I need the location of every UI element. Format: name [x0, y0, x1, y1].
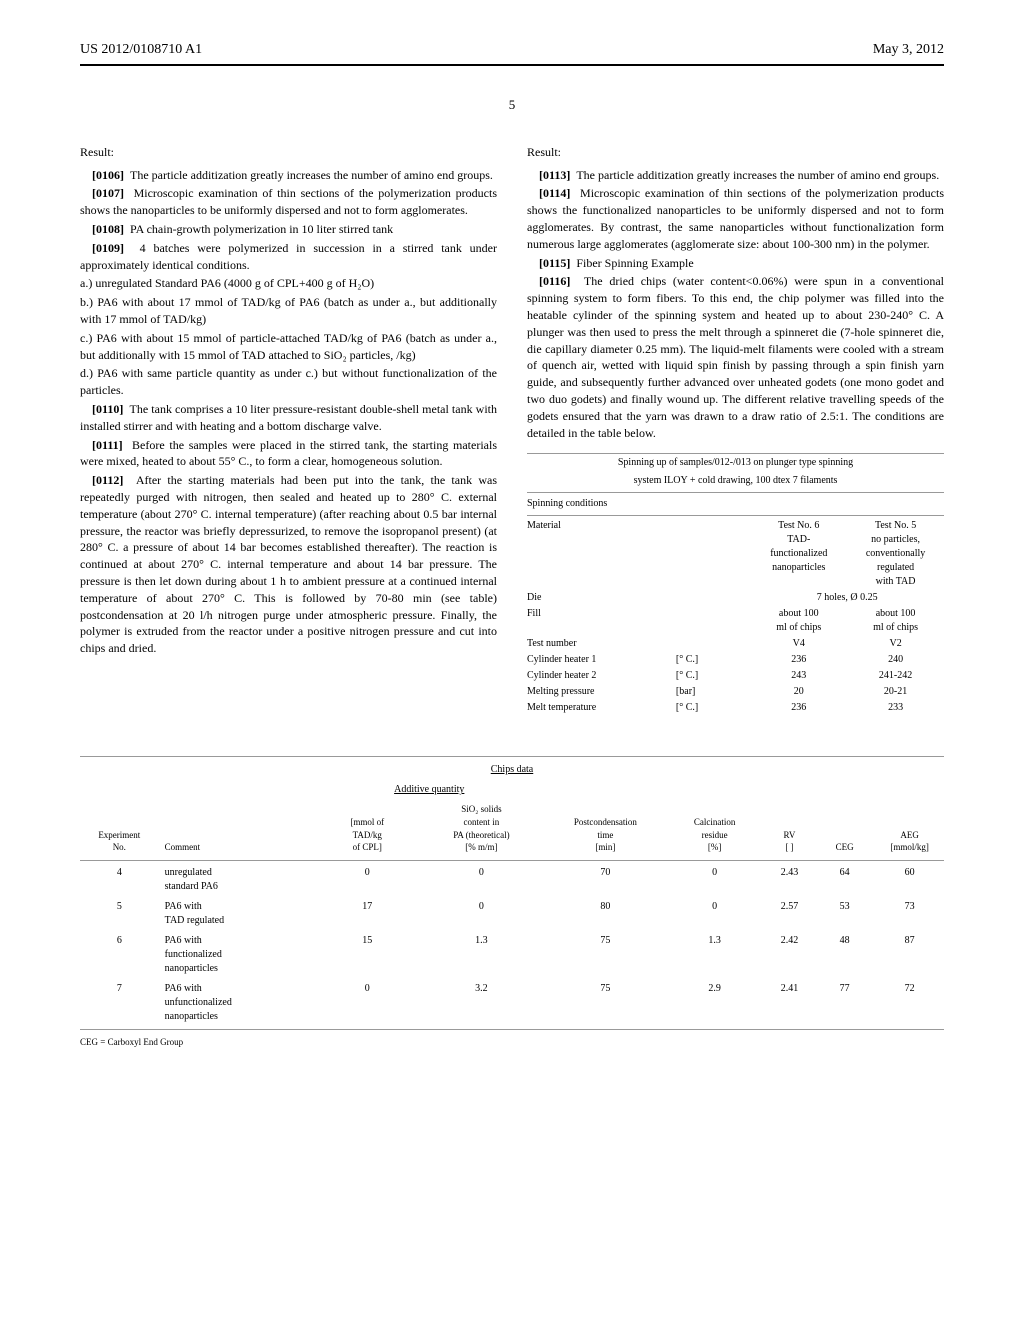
chips-header: AEG [mmol/kg]: [875, 829, 944, 854]
fill-col1: about 100 ml of chips: [750, 607, 847, 635]
spinning-data-row: Melt temperature [° C.] 236 233: [527, 700, 944, 716]
para-text: Microscopic examination of thin sections…: [527, 186, 944, 250]
para-text: The particle additization greatly increa…: [130, 168, 493, 182]
chips-data-row: 5 PA6 with TAD regulated 17 0 80 0 2.57 …: [80, 897, 944, 931]
chips-table: Chips data Additive quantity Experiment …: [80, 756, 944, 1048]
para-num: [0109]: [92, 241, 124, 255]
spinning-title-1: Spinning up of samples/012-/013 on plung…: [527, 456, 944, 470]
para-num: [0116]: [539, 274, 570, 288]
spinning-section: Spinning conditions: [527, 495, 944, 513]
para-0113: [0113] The particle additization greatly…: [527, 167, 944, 184]
para-num: [0110]: [92, 402, 123, 416]
page-number: 5: [80, 96, 944, 114]
para-0110: [0110] The tank comprises a 10 liter pre…: [80, 401, 497, 435]
batch-b: b.) PA6 with about 17 mmol of TAD/kg of …: [80, 294, 497, 328]
para-text: 4 batches were polymerized in succession…: [80, 241, 497, 272]
para-num: [0111]: [92, 438, 123, 452]
para-0114: [0114] Microscopic examination of thin s…: [527, 185, 944, 252]
chips-header: SiO₂ solids content in PA (theoretical) …: [422, 803, 540, 853]
para-text: Microscopic examination of thin sections…: [80, 186, 497, 217]
chips-data-row: 7 PA6 with unfunctionalized nanoparticle…: [80, 979, 944, 1027]
spinning-data-row: Cylinder heater 2 [° C.] 243 241-242: [527, 668, 944, 684]
chips-data-row: 6 PA6 with functionalized nanoparticles …: [80, 931, 944, 979]
para-0111: [0111] Before the samples were placed in…: [80, 437, 497, 471]
header-left: US 2012/0108710 A1: [80, 40, 202, 60]
para-text: Before the samples were placed in the st…: [80, 438, 497, 469]
para-text: The tank comprises a 10 liter pressure-r…: [80, 402, 497, 433]
die-value: 7 holes, Ø 0.25: [750, 591, 944, 605]
para-0116: [0116] The dried chips (water content<0.…: [527, 273, 944, 441]
spinning-data-row: Test number V4 V2: [527, 636, 944, 652]
batch-c: c.) PA6 with about 15 mmol of particle-a…: [80, 330, 497, 364]
spinning-col1: Test No. 6 TAD- functionalized nanoparti…: [750, 519, 847, 589]
spinning-die-row: Die 7 holes, Ø 0.25: [527, 590, 944, 606]
para-0112: [0112] After the starting materials had …: [80, 472, 497, 657]
para-0115: [0115] Fiber Spinning Example: [527, 255, 944, 272]
page-header: US 2012/0108710 A1 May 3, 2012: [80, 40, 944, 60]
para-num: [0106]: [92, 168, 124, 182]
para-text: The dried chips (water content<0.06%) we…: [527, 274, 944, 439]
chips-header: Postcondensation time [min]: [546, 816, 664, 854]
para-num: [0114]: [539, 186, 570, 200]
spinning-fill-row: Fill about 100 ml of chips about 100 ml …: [527, 606, 944, 636]
spinning-col2: Test No. 5 no particles, conventionally …: [847, 519, 944, 589]
para-0107: [0107] Microscopic examination of thin s…: [80, 185, 497, 219]
chips-data-row: 4 unregulated standard PA6 0 0 70 0 2.43…: [80, 863, 944, 897]
batch-a: a.) unregulated Standard PA6 (4000 g of …: [80, 275, 497, 292]
left-column: Result: [0106] The particle additization…: [80, 144, 497, 717]
header-right: May 3, 2012: [873, 40, 944, 60]
para-text: PA chain-growth polymerization in 10 lit…: [130, 222, 393, 236]
para-num: [0112]: [92, 473, 123, 487]
batch-d: d.) PA6 with same particle quantity as u…: [80, 365, 497, 399]
chips-header: [mmol of TAD/kg of CPL]: [318, 816, 416, 854]
material-label: Material: [527, 519, 676, 589]
para-num: [0113]: [539, 168, 570, 182]
fill-label: Fill: [527, 607, 676, 635]
para-text: Fiber Spinning Example: [576, 256, 693, 270]
fill-col2: about 100 ml of chips: [847, 607, 944, 635]
spinning-data-row: Cylinder heater 1 [° C.] 236 240: [527, 652, 944, 668]
result-label: Result:: [80, 144, 497, 161]
para-text: The particle additization greatly increa…: [576, 168, 939, 182]
chips-subtitle: Additive quantity: [318, 781, 540, 799]
two-column-layout: Result: [0106] The particle additization…: [80, 144, 944, 717]
result-label: Result:: [527, 144, 944, 161]
chips-header-row: Experiment No. Comment [mmol of TAD/kg o…: [80, 799, 944, 857]
chips-header: Experiment No.: [80, 829, 159, 854]
chips-footnote: CEG = Carboxyl End Group: [80, 1036, 944, 1049]
spinning-data-row: Melting pressure [bar] 20 20-21: [527, 684, 944, 700]
para-num: [0115]: [539, 256, 570, 270]
chips-header: Comment: [165, 841, 312, 854]
header-divider: [80, 64, 944, 66]
right-column: Result: [0113] The particle additization…: [527, 144, 944, 717]
chips-header: CEG: [820, 841, 869, 854]
die-label: Die: [527, 591, 676, 605]
chips-header: RV [ ]: [765, 829, 814, 854]
spinning-table: Spinning up of samples/012-/013 on plung…: [527, 453, 944, 716]
para-0106: [0106] The particle additization greatly…: [80, 167, 497, 184]
para-0108: [0108] PA chain-growth polymerization in…: [80, 221, 497, 238]
para-0109: [0109] 4 batches were polymerized in suc…: [80, 240, 497, 274]
chips-title: Chips data: [80, 759, 944, 781]
para-num: [0108]: [92, 222, 124, 236]
spinning-title-2: system ILOY + cold drawing, 100 dtex 7 f…: [527, 474, 944, 488]
chips-header: Calcination residue [%]: [670, 816, 758, 854]
spinning-material-row: Material Test No. 6 TAD- functionalized …: [527, 518, 944, 590]
para-text: After the starting materials had been pu…: [80, 473, 497, 655]
para-num: [0107]: [92, 186, 124, 200]
